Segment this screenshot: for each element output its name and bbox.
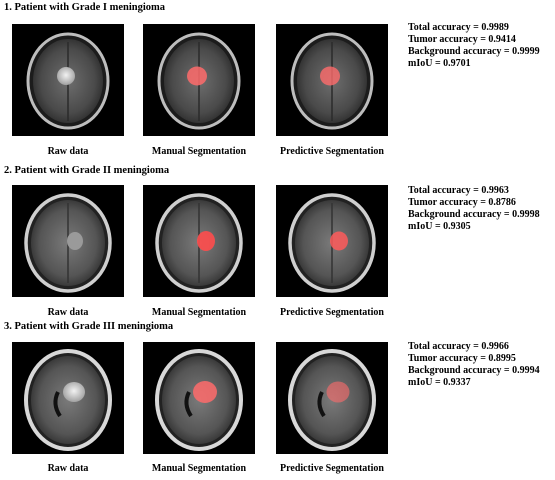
raw-scan-image [12,342,124,454]
caption-raw: Raw data [47,146,89,157]
caption-manual: Manual Segmentation [151,146,247,157]
predictive-segmentation-image [276,342,388,454]
manual-segmentation-image [143,185,255,297]
metrics-block: Total accuracy = 0.9963 Tumor accuracy =… [408,185,540,233]
background-accuracy: Background accuracy = 0.9999 [408,46,540,57]
tumor-accuracy: Tumor accuracy = 0.8995 [408,353,516,364]
background-accuracy: Background accuracy = 0.9998 [408,209,540,220]
tumor-accuracy: Tumor accuracy = 0.9414 [408,34,516,45]
miou: mIoU = 0.9337 [408,377,471,388]
total-accuracy: Total accuracy = 0.9966 [408,341,509,352]
miou: mIoU = 0.9305 [408,221,471,232]
caption-predictive: Predictive Segmentation [280,463,384,474]
total-accuracy: Total accuracy = 0.9963 [408,185,509,196]
background-accuracy: Background accuracy = 0.9994 [408,365,540,376]
raw-scan-image [12,24,124,136]
case-title: 2. Patient with Grade II meningioma [4,165,170,176]
case-title: 1. Patient with Grade I meningioma [4,2,165,13]
predictive-segmentation-image [276,24,388,136]
metrics-block: Total accuracy = 0.9989 Tumor accuracy =… [408,22,540,70]
caption-predictive: Predictive Segmentation [280,146,384,157]
tumor-accuracy: Tumor accuracy = 0.8786 [408,197,516,208]
predictive-segmentation-image [276,185,388,297]
caption-predictive: Predictive Segmentation [280,307,384,318]
caption-raw: Raw data [47,463,89,474]
raw-scan-image [12,185,124,297]
caption-manual: Manual Segmentation [151,307,247,318]
manual-segmentation-image [143,24,255,136]
total-accuracy: Total accuracy = 0.9989 [408,22,509,33]
miou: mIoU = 0.9701 [408,58,471,69]
caption-manual: Manual Segmentation [151,463,247,474]
caption-raw: Raw data [47,307,89,318]
metrics-block: Total accuracy = 0.9966 Tumor accuracy =… [408,341,540,389]
case-title: 3. Patient with Grade III meningioma [4,321,174,332]
manual-segmentation-image [143,342,255,454]
